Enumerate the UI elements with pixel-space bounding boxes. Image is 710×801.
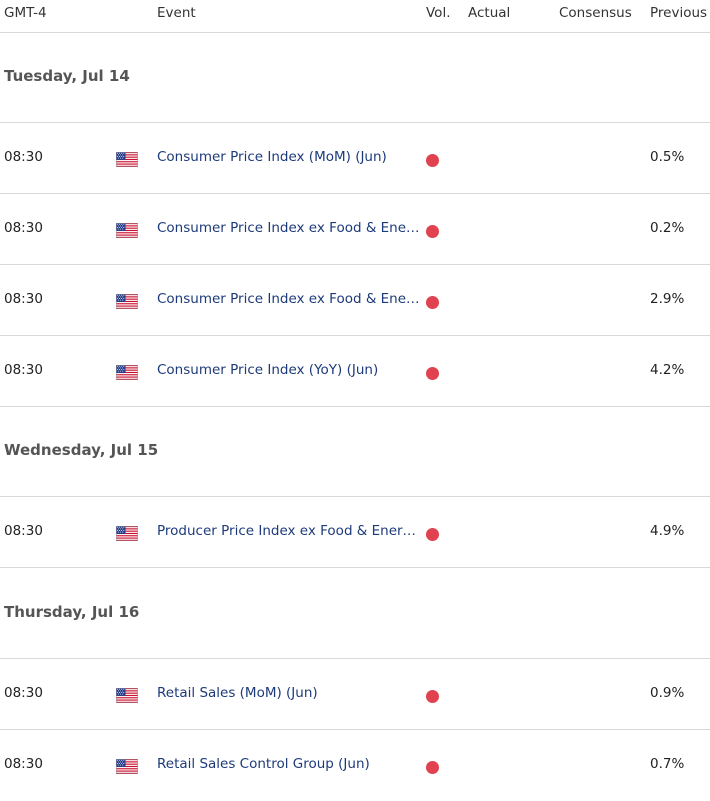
event-link[interactable]: Consumer Price Index ex Food & Ener… xyxy=(157,291,423,307)
event-time: 08:30 xyxy=(4,685,43,701)
previous-value: 2.9% xyxy=(650,291,685,307)
previous-value: 4.2% xyxy=(650,362,685,378)
event-link[interactable]: Consumer Price Index (YoY) (Jun) xyxy=(157,362,379,378)
event-link[interactable]: Retail Sales Control Group (Jun) xyxy=(157,756,370,772)
previous-value: 0.7% xyxy=(650,756,685,772)
volatility-high-icon xyxy=(426,296,439,309)
event-link[interactable]: Retail Sales (MoM) (Jun) xyxy=(157,685,318,701)
previous-value: 0.5% xyxy=(650,149,685,165)
event-time: 08:30 xyxy=(4,291,43,307)
volatility-high-icon xyxy=(426,367,439,380)
consensus-header: Consensus xyxy=(559,5,632,21)
vol-header: Vol. xyxy=(426,5,451,21)
table-row[interactable]: 08:30 Consumer Price Index ex Food & Ene… xyxy=(0,194,710,265)
table-header: GMT-4 Event Vol. Actual Consensus Previo… xyxy=(0,0,710,33)
day-label: Tuesday, Jul 14 xyxy=(4,67,130,85)
event-link[interactable]: Consumer Price Index (MoM) (Jun) xyxy=(157,149,387,165)
previous-value: 4.9% xyxy=(650,523,685,539)
day-label: Wednesday, Jul 15 xyxy=(4,441,159,459)
volatility-high-icon xyxy=(426,528,439,541)
table-row[interactable]: 08:30 Consumer Price Index ex Food & Ene… xyxy=(0,265,710,336)
us-flag-icon xyxy=(116,365,138,380)
table-row[interactable]: 08:30 Retail Sales (MoM) (Jun) 0.9% xyxy=(0,659,710,730)
timezone-header[interactable]: GMT-4 xyxy=(4,5,47,21)
day-header: Thursday, Jul 16 xyxy=(0,569,710,659)
previous-value: 0.9% xyxy=(650,685,685,701)
volatility-high-icon xyxy=(426,225,439,238)
event-time: 08:30 xyxy=(4,149,43,165)
us-flag-icon xyxy=(116,223,138,238)
day-header: Tuesday, Jul 14 xyxy=(0,33,710,123)
previous-value: 0.2% xyxy=(650,220,685,236)
table-row[interactable]: 08:30 Consumer Price Index (MoM) (Jun) 0… xyxy=(0,123,710,194)
event-time: 08:30 xyxy=(4,523,43,539)
day-header: Wednesday, Jul 15 xyxy=(0,407,710,497)
table-row[interactable]: 08:30 Producer Price Index ex Food & Ene… xyxy=(0,497,710,568)
event-link[interactable]: Producer Price Index ex Food & Energ… xyxy=(157,523,423,539)
actual-header: Actual xyxy=(468,5,511,21)
volatility-high-icon xyxy=(426,154,439,167)
us-flag-icon xyxy=(116,688,138,703)
day-label: Thursday, Jul 16 xyxy=(4,603,140,621)
event-time: 08:30 xyxy=(4,362,43,378)
event-header: Event xyxy=(157,5,196,21)
table-row[interactable]: 08:30 Consumer Price Index (YoY) (Jun) 4… xyxy=(0,336,710,407)
us-flag-icon xyxy=(116,152,138,167)
event-time: 08:30 xyxy=(4,220,43,236)
previous-header: Previous xyxy=(650,5,708,21)
volatility-high-icon xyxy=(426,690,439,703)
us-flag-icon xyxy=(116,526,138,541)
us-flag-icon xyxy=(116,294,138,309)
volatility-high-icon xyxy=(426,761,439,774)
event-link[interactable]: Consumer Price Index ex Food & Ener… xyxy=(157,220,423,236)
event-time: 08:30 xyxy=(4,756,43,772)
table-row[interactable]: 08:30 Retail Sales Control Group (Jun) 0… xyxy=(0,730,710,801)
us-flag-icon xyxy=(116,759,138,774)
